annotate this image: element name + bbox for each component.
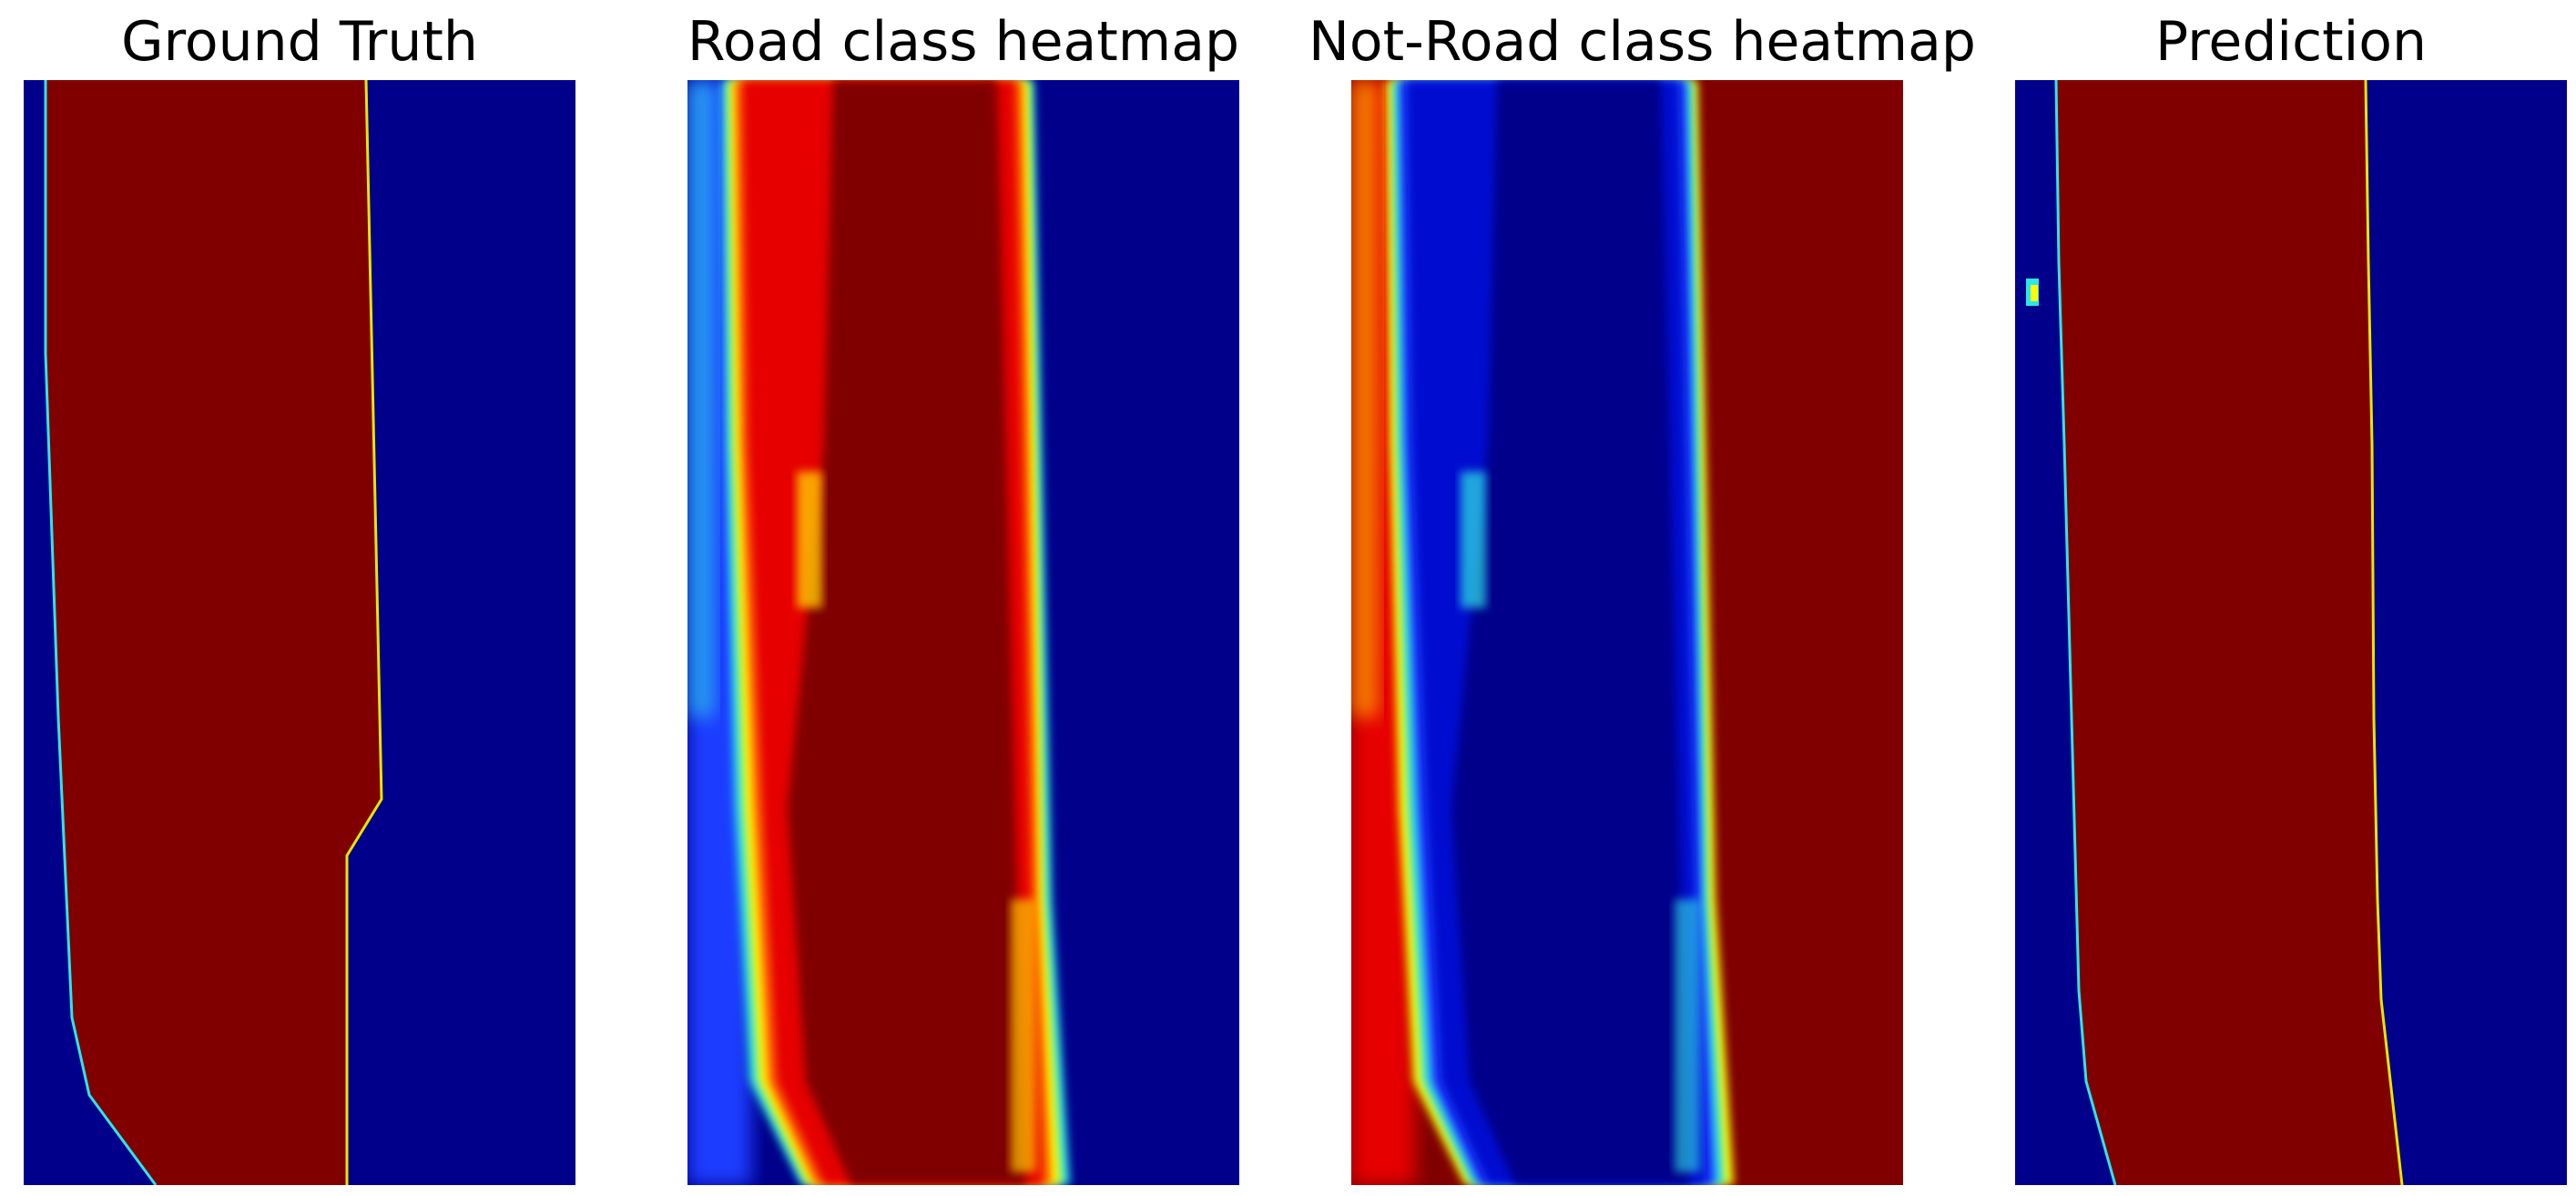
panel-title-road-heatmap: Road class heatmap — [687, 10, 1240, 74]
road-heatmap-image — [687, 80, 1239, 1185]
not-road-heatmap-image — [1351, 80, 1903, 1185]
panel-title-prediction: Prediction — [2154, 10, 2428, 74]
panel-title-ground-truth: Ground Truth — [121, 10, 478, 74]
panel-title-not-road-heatmap: Not-Road class heatmap — [1308, 10, 1976, 74]
ground-truth-image — [24, 80, 575, 1185]
prediction-image — [2015, 80, 2567, 1185]
